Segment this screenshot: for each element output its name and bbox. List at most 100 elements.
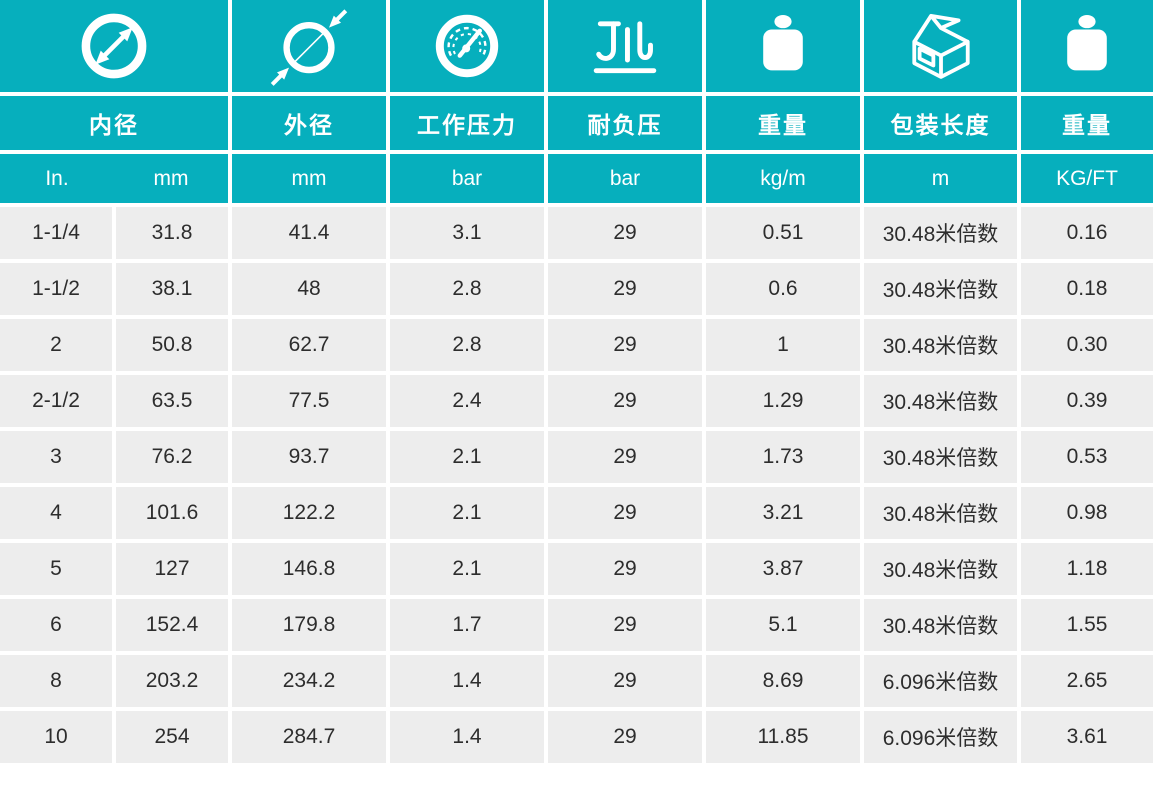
table-cell-r4-c8: 0.39 — [1021, 375, 1153, 427]
header-weight-kgft: 重量 — [1021, 96, 1153, 150]
table-cell-r2-c6: 0.6 — [706, 263, 860, 315]
table-cell-r7-c1: 5 — [0, 543, 112, 595]
table-cell-r3-c2: 50.8 — [116, 319, 228, 371]
table-cell-r3-c8: 0.30 — [1021, 319, 1153, 371]
unit-bar-vacuum: bar — [548, 154, 702, 203]
table-cell-r9-c6: 8.69 — [706, 655, 860, 707]
table-cell-r1-c6: 0.51 — [706, 207, 860, 259]
table-cell-r2-c1: 1-1/2 — [0, 263, 112, 315]
table-cell-r7-c8: 1.18 — [1021, 543, 1153, 595]
table-cell-r6-c7: 30.48米倍数 — [864, 487, 1017, 539]
table-cell-r10-c6: 11.85 — [706, 711, 860, 763]
table-cell-r9-c8: 2.65 — [1021, 655, 1153, 707]
table-cell-r8-c1: 6 — [0, 599, 112, 651]
table-cell-r1-c8: 0.16 — [1021, 207, 1153, 259]
table-cell-r6-c1: 4 — [0, 487, 112, 539]
table-cell-r1-c7: 30.48米倍数 — [864, 207, 1017, 259]
table-cell-r10-c4: 1.4 — [390, 711, 544, 763]
table-cell-r5-c7: 30.48米倍数 — [864, 431, 1017, 483]
table-cell-r9-c5: 29 — [548, 655, 702, 707]
table-cell-r7-c6: 3.87 — [706, 543, 860, 595]
table-cell-r5-c6: 1.73 — [706, 431, 860, 483]
table-cell-r1-c3: 41.4 — [232, 207, 386, 259]
table-cell-r3-c5: 29 — [548, 319, 702, 371]
table-cell-r1-c1: 1-1/4 — [0, 207, 112, 259]
vacuum-suction-icon — [548, 0, 702, 92]
table-cell-r7-c7: 30.48米倍数 — [864, 543, 1017, 595]
table-cell-r7-c3: 146.8 — [232, 543, 386, 595]
table-cell-r3-c1: 2 — [0, 319, 112, 371]
table-cell-r5-c1: 3 — [0, 431, 112, 483]
table-cell-r2-c7: 30.48米倍数 — [864, 263, 1017, 315]
unit-kg-per-m: kg/m — [706, 154, 860, 203]
table-cell-r5-c8: 0.53 — [1021, 431, 1153, 483]
table-cell-r6-c5: 29 — [548, 487, 702, 539]
weight-icon — [1021, 0, 1153, 92]
weight-icon — [706, 0, 860, 92]
table-cell-r9-c4: 1.4 — [390, 655, 544, 707]
table-cell-r9-c2: 203.2 — [116, 655, 228, 707]
table-cell-r2-c2: 38.1 — [116, 263, 228, 315]
unit-mm-inner: mm — [153, 166, 189, 190]
unit-kg-per-ft: KG/FT — [1021, 154, 1153, 203]
pressure-gauge-icon — [390, 0, 544, 92]
table-cell-r3-c7: 30.48米倍数 — [864, 319, 1017, 371]
table-cell-r8-c3: 179.8 — [232, 599, 386, 651]
table-cell-r6-c6: 3.21 — [706, 487, 860, 539]
inner-diameter-icon — [0, 0, 228, 92]
table-cell-r5-c2: 76.2 — [116, 431, 228, 483]
table-cell-r4-c3: 77.5 — [232, 375, 386, 427]
table-cell-r8-c2: 152.4 — [116, 599, 228, 651]
table-cell-r10-c2: 254 — [116, 711, 228, 763]
table-cell-r1-c2: 31.8 — [116, 207, 228, 259]
table-cell-r3-c3: 62.7 — [232, 319, 386, 371]
table-cell-r10-c1: 10 — [0, 711, 112, 763]
table-cell-r7-c5: 29 — [548, 543, 702, 595]
table-cell-r6-c8: 0.98 — [1021, 487, 1153, 539]
table-cell-r6-c2: 101.6 — [116, 487, 228, 539]
table-cell-r10-c5: 29 — [548, 711, 702, 763]
header-working-pressure: 工作压力 — [390, 96, 544, 150]
table-cell-r4-c6: 1.29 — [706, 375, 860, 427]
table-cell-r8-c7: 30.48米倍数 — [864, 599, 1017, 651]
table-cell-r10-c3: 284.7 — [232, 711, 386, 763]
table-cell-r4-c7: 30.48米倍数 — [864, 375, 1017, 427]
unit-m: m — [864, 154, 1017, 203]
table-cell-r6-c3: 122.2 — [232, 487, 386, 539]
table-cell-r5-c3: 93.7 — [232, 431, 386, 483]
table-cell-r4-c5: 29 — [548, 375, 702, 427]
table-cell-r6-c4: 2.1 — [390, 487, 544, 539]
table-cell-r9-c7: 6.096米倍数 — [864, 655, 1017, 707]
table-cell-r7-c2: 127 — [116, 543, 228, 595]
table-cell-r8-c8: 1.55 — [1021, 599, 1153, 651]
table-cell-r9-c3: 234.2 — [232, 655, 386, 707]
table-cell-r1-c5: 29 — [548, 207, 702, 259]
header-package-length: 包装长度 — [864, 96, 1017, 150]
table-cell-r5-c4: 2.1 — [390, 431, 544, 483]
table-cell-r4-c2: 63.5 — [116, 375, 228, 427]
table-cell-r2-c5: 29 — [548, 263, 702, 315]
header-vacuum-resistance: 耐负压 — [548, 96, 702, 150]
table-cell-r4-c4: 2.4 — [390, 375, 544, 427]
unit-bar-working: bar — [390, 154, 544, 203]
table-cell-r1-c4: 3.1 — [390, 207, 544, 259]
table-cell-r10-c7: 6.096米倍数 — [864, 711, 1017, 763]
table-cell-r10-c8: 3.61 — [1021, 711, 1153, 763]
header-outer-diameter: 外径 — [232, 96, 386, 150]
table-cell-r2-c4: 2.8 — [390, 263, 544, 315]
table-cell-r4-c1: 2-1/2 — [0, 375, 112, 427]
table-cell-r8-c5: 29 — [548, 599, 702, 651]
table-cell-r8-c4: 1.7 — [390, 599, 544, 651]
table-cell-r8-c6: 5.1 — [706, 599, 860, 651]
table-cell-r2-c3: 48 — [232, 263, 386, 315]
table-cell-r5-c5: 29 — [548, 431, 702, 483]
unit-inner-diameter: In. mm — [0, 154, 228, 203]
hose-spec-table: 内径 外径 工作压力 耐负压 重量 包装长度 重量 In. mm mm bar … — [0, 0, 1153, 763]
unit-inches: In. — [45, 166, 69, 190]
table-cell-r3-c6: 1 — [706, 319, 860, 371]
table-cell-r9-c1: 8 — [0, 655, 112, 707]
table-cell-r3-c4: 2.8 — [390, 319, 544, 371]
table-cell-r2-c8: 0.18 — [1021, 263, 1153, 315]
unit-mm-outer: mm — [232, 154, 386, 203]
package-box-icon — [864, 0, 1017, 92]
